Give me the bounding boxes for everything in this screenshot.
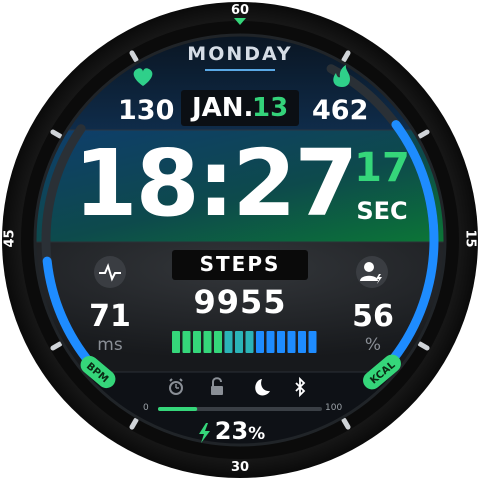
steps-progress-bars [172, 331, 317, 353]
bezel-tick [129, 50, 139, 63]
bezel-ticks [50, 50, 430, 430]
hrv-value[interactable]: 71 [89, 299, 131, 334]
goal-unit: % [364, 335, 382, 355]
date-box[interactable] [181, 90, 299, 126]
steps-bar [224, 331, 233, 353]
steps-bar [182, 331, 191, 353]
goal-value[interactable]: 56 [352, 299, 394, 334]
steps-bar [308, 331, 317, 353]
moon-icon[interactable] [255, 379, 270, 396]
battery-scale-min: 0 [143, 403, 149, 413]
seconds-label: SEC [356, 197, 408, 225]
steps-bar [214, 331, 222, 353]
flame-icon [333, 65, 350, 87]
bezel-tick [50, 341, 63, 351]
day-of-week: MONDAY [187, 43, 293, 65]
steps-bar [298, 331, 306, 353]
steps-bar [193, 331, 201, 353]
seconds-value: 17 [354, 145, 410, 191]
steps-bar [256, 331, 264, 353]
bezel-tick [50, 129, 63, 139]
steps-bar [287, 331, 296, 353]
steps-bar [277, 331, 285, 353]
date-day: 13 [252, 93, 289, 123]
kcal-gauge-fill [384, 120, 439, 370]
battery-unit: % [248, 424, 266, 444]
alarm-icon[interactable] [169, 378, 183, 395]
bpm-gauge-fill [42, 256, 96, 370]
bezel-tick [129, 417, 139, 430]
steps-bar [245, 331, 254, 353]
bezel-tick [341, 417, 351, 430]
calories-value[interactable]: 462 [312, 95, 369, 126]
battery-readout[interactable]: 23% [190, 417, 290, 445]
bezel-numeral-bottom: 30 [230, 460, 250, 475]
time-display: 18:27 [73, 130, 359, 237]
bolt-icon [199, 423, 210, 443]
steps-value[interactable]: 9955 [193, 283, 287, 321]
person-add-icon [356, 256, 388, 288]
steps-label: STEPS [199, 252, 281, 276]
battery-scale-max: 100 [325, 403, 343, 413]
steps-bar [203, 331, 212, 353]
date-month: JAN. [192, 93, 254, 123]
bluetooth-icon[interactable] [295, 376, 306, 398]
bezel-numeral-top: 60 [230, 3, 250, 18]
pulse-icon [94, 256, 126, 288]
bezel-tick [341, 50, 351, 63]
time-panel [35, 130, 445, 242]
steps-bar [172, 331, 180, 353]
heart-icon [133, 68, 153, 86]
top-marker-icon [234, 18, 246, 25]
battery-value: 23 [214, 417, 249, 445]
bezel-numeral-right: 15 [462, 229, 478, 248]
steps-bar [266, 331, 275, 353]
lock-icon[interactable] [211, 377, 223, 395]
steps-bar [235, 331, 243, 353]
steps-label-box [172, 250, 308, 280]
heart-rate-value[interactable]: 130 [118, 95, 175, 126]
bezel-tick [417, 341, 430, 351]
hrv-unit: ms [97, 335, 123, 355]
bezel-tick [417, 129, 430, 139]
